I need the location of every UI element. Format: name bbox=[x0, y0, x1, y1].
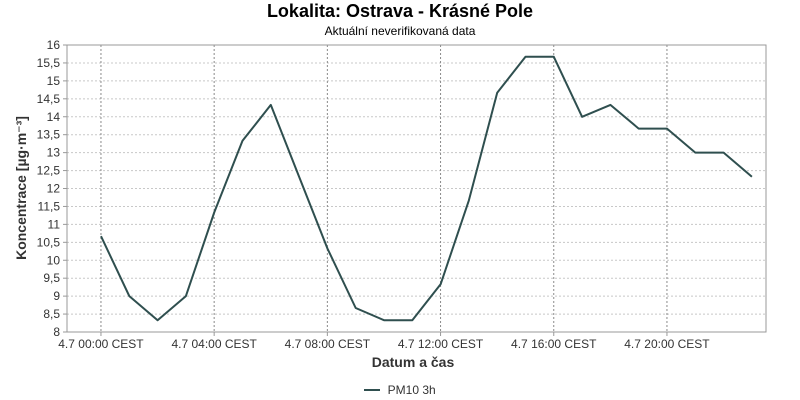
y-tick-label: 10,5 bbox=[37, 235, 61, 249]
legend: PM10 3h bbox=[0, 383, 800, 397]
y-tick-label: 15,5 bbox=[37, 56, 61, 70]
x-axis: 4.7 00:00 CEST 4.7 04:00 CEST 4.7 08:00 CE… bbox=[58, 332, 710, 351]
y-tick-label: 14,5 bbox=[37, 92, 61, 106]
y-tick-label: 10 bbox=[47, 253, 61, 267]
y-tick-label: 8 bbox=[53, 325, 60, 339]
x-tick-label: 4.7 12:00 CEST bbox=[398, 337, 484, 351]
x-axis-label: Datum a čas bbox=[372, 354, 455, 370]
legend-swatch bbox=[364, 388, 381, 391]
grid bbox=[67, 45, 766, 332]
x-tick-label: 4.7 04:00 CEST bbox=[171, 337, 257, 351]
y-tick-label: 12,5 bbox=[37, 164, 61, 178]
y-tick-label: 12 bbox=[47, 182, 61, 196]
y-tick-label: 11,5 bbox=[38, 199, 61, 213]
y-tick-label: 9 bbox=[53, 289, 60, 303]
y-tick-label: 16 bbox=[47, 38, 61, 52]
y-tick-label: 15 bbox=[47, 74, 61, 88]
x-tick-label: 4.7 16:00 CEST bbox=[511, 337, 597, 351]
x-tick-label: 4.7 08:00 CEST bbox=[285, 337, 371, 351]
chart-subtitle: Aktuální neverifikovaná data bbox=[324, 24, 476, 38]
series-layer bbox=[100, 55, 753, 322]
y-axis-label: Koncentrace [µg·m⁻³] bbox=[13, 116, 29, 260]
legend-label: PM10 3h bbox=[387, 383, 436, 397]
y-tick-label: 13 bbox=[47, 146, 61, 160]
x-tick-label: 4.7 00:00 CEST bbox=[58, 337, 144, 351]
chart-title: Lokalita: Ostrava - Krásné Pole bbox=[266, 1, 534, 21]
y-tick-label: 13,5 bbox=[37, 128, 61, 142]
y-tick-label: 11 bbox=[48, 217, 61, 231]
y-axis: 8 8,5 9 9,5 10 10,5 11 11,5 12 12,5 13 13,5 14 14,5 15… bbox=[37, 38, 67, 339]
y-tick-label: 14 bbox=[47, 110, 61, 124]
series-line-pm10-3h bbox=[100, 55, 753, 322]
y-tick-label: 8,5 bbox=[43, 307, 60, 321]
x-tick-label: 4.7 20:00 CEST bbox=[624, 337, 710, 351]
y-tick-label: 9,5 bbox=[43, 271, 60, 285]
